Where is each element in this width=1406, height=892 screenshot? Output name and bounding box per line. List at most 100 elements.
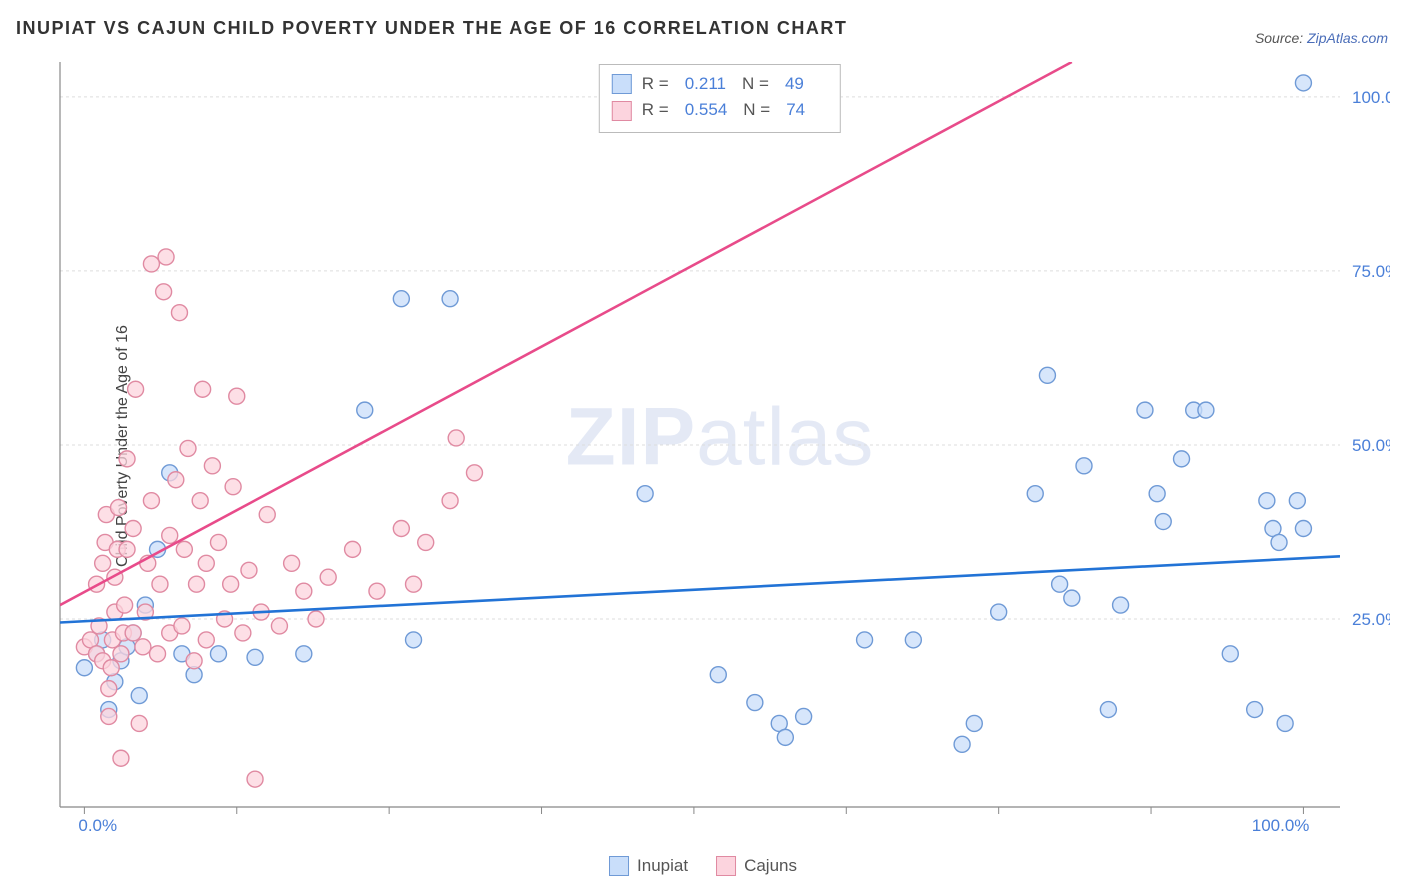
data-point xyxy=(393,291,409,307)
data-point xyxy=(195,381,211,397)
data-point xyxy=(247,649,263,665)
data-point xyxy=(1039,367,1055,383)
data-point xyxy=(198,555,214,571)
chart-title: INUPIAT VS CAJUN CHILD POVERTY UNDER THE… xyxy=(16,18,847,39)
trend-line xyxy=(60,62,1072,605)
series-legend: InupiatCajuns xyxy=(609,856,797,876)
data-point xyxy=(406,632,422,648)
data-point xyxy=(1271,534,1287,550)
data-point xyxy=(171,305,187,321)
data-point xyxy=(119,451,135,467)
y-tick-label: 50.0% xyxy=(1352,436,1390,455)
data-point xyxy=(235,625,251,641)
stats-box: R = 0.211 N = 49 R = 0.554 N = 74 xyxy=(599,64,841,133)
data-point xyxy=(905,632,921,648)
data-point xyxy=(369,583,385,599)
legend-swatch xyxy=(612,101,632,121)
data-point xyxy=(637,486,653,502)
data-point xyxy=(1027,486,1043,502)
data-point xyxy=(192,493,208,509)
data-point xyxy=(101,681,117,697)
data-point xyxy=(241,562,257,578)
data-point xyxy=(158,249,174,265)
data-point xyxy=(1076,458,1092,474)
data-point xyxy=(162,527,178,543)
data-point xyxy=(1289,493,1305,509)
data-point xyxy=(156,284,172,300)
data-point xyxy=(284,555,300,571)
x-tick-label: 100.0% xyxy=(1252,816,1310,832)
data-point xyxy=(710,667,726,683)
r-label: R = xyxy=(642,97,669,123)
n-label: N = xyxy=(743,97,770,123)
scatter-plot-svg: 25.0%50.0%75.0%100.0%0.0%100.0% xyxy=(50,62,1390,832)
chart-container: INUPIAT VS CAJUN CHILD POVERTY UNDER THE… xyxy=(0,0,1406,892)
r-label: R = xyxy=(642,71,669,97)
data-point xyxy=(186,653,202,669)
data-point xyxy=(143,256,159,272)
data-point xyxy=(95,555,111,571)
y-tick-label: 75.0% xyxy=(1352,262,1390,281)
data-point xyxy=(442,493,458,509)
r-value: 0.554 xyxy=(679,97,734,123)
data-point xyxy=(131,688,147,704)
source-link[interactable]: ZipAtlas.com xyxy=(1307,30,1388,46)
data-point xyxy=(320,569,336,585)
data-point xyxy=(345,541,361,557)
data-point xyxy=(128,381,144,397)
data-point xyxy=(448,430,464,446)
data-point xyxy=(113,646,129,662)
data-point xyxy=(189,576,205,592)
y-tick-label: 25.0% xyxy=(1352,610,1390,629)
data-point xyxy=(954,736,970,752)
data-point xyxy=(857,632,873,648)
source-credit: Source: ZipAtlas.com xyxy=(1255,30,1388,46)
data-point xyxy=(442,291,458,307)
data-point xyxy=(271,618,287,634)
data-point xyxy=(229,388,245,404)
legend-swatch xyxy=(716,856,736,876)
stats-row: R = 0.554 N = 74 xyxy=(612,97,828,123)
data-point xyxy=(296,646,312,662)
data-point xyxy=(296,583,312,599)
data-point xyxy=(777,729,793,745)
data-point xyxy=(1174,451,1190,467)
data-point xyxy=(247,771,263,787)
data-point xyxy=(418,534,434,550)
data-point xyxy=(210,534,226,550)
data-point xyxy=(103,660,119,676)
data-point xyxy=(135,639,151,655)
data-point xyxy=(125,520,141,536)
legend-swatch xyxy=(609,856,629,876)
data-point xyxy=(393,520,409,536)
data-point xyxy=(117,597,133,613)
r-value: 0.211 xyxy=(679,71,732,97)
data-point xyxy=(466,465,482,481)
data-point xyxy=(357,402,373,418)
data-point xyxy=(966,715,982,731)
data-point xyxy=(125,625,141,641)
data-point xyxy=(1277,715,1293,731)
data-point xyxy=(991,604,1007,620)
y-tick-label: 100.0% xyxy=(1352,88,1390,107)
legend-item: Inupiat xyxy=(609,856,688,876)
data-point xyxy=(1222,646,1238,662)
data-point xyxy=(131,715,147,731)
data-point xyxy=(259,507,275,523)
data-point xyxy=(1052,576,1068,592)
data-point xyxy=(308,611,324,627)
data-point xyxy=(119,541,135,557)
n-label: N = xyxy=(742,71,769,97)
data-point xyxy=(210,646,226,662)
legend-label: Inupiat xyxy=(637,856,688,876)
data-point xyxy=(1064,590,1080,606)
data-point xyxy=(1149,486,1165,502)
data-point xyxy=(1259,493,1275,509)
data-point xyxy=(1100,702,1116,718)
data-point xyxy=(1247,702,1263,718)
data-point xyxy=(225,479,241,495)
n-value: 74 xyxy=(780,97,828,123)
n-value: 49 xyxy=(779,71,827,97)
data-point xyxy=(1155,514,1171,530)
data-point xyxy=(1137,402,1153,418)
